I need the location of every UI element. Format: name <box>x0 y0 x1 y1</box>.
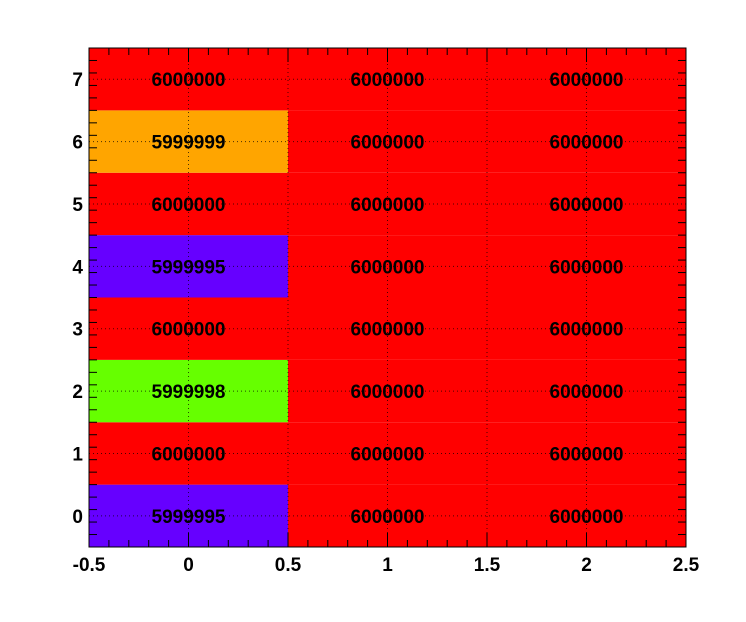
cell-value-label: 6000000 <box>351 444 425 465</box>
cell-value-label: 6000000 <box>351 507 425 528</box>
cell-value-label: 6000000 <box>550 195 624 216</box>
cell-value-label: 6000000 <box>550 257 624 278</box>
cell-value-label: 6000000 <box>351 70 425 91</box>
cell-value-label: 6000000 <box>351 195 425 216</box>
x-axis-tick-label: 0 <box>183 555 194 576</box>
y-axis-tick-label: 2 <box>72 382 83 403</box>
cell-value-label: 5999999 <box>152 133 226 154</box>
x-axis-tick-label: 2 <box>581 555 592 576</box>
x-axis-tick-label: 1 <box>382 555 393 576</box>
cell-value-label: 6000000 <box>152 320 226 341</box>
y-axis-tick-labels: 0 1 2 3 4 5 6 7 <box>72 70 83 528</box>
cell-value-label: 6000000 <box>550 507 624 528</box>
cell-value-label: 6000000 <box>550 320 624 341</box>
x-axis-tick-label: 0.5 <box>275 555 302 576</box>
heatmap-cell <box>487 235 686 298</box>
cell-value-label: 6000000 <box>152 70 226 91</box>
cell-value-label: 6000000 <box>550 70 624 91</box>
cell-value-label: 5999998 <box>152 382 226 403</box>
x-axis-tick-labels: -0.5 0 0.5 1 1.5 2 2.5 <box>73 555 700 576</box>
cell-value-label: 6000000 <box>351 257 425 278</box>
y-axis-tick-label: 1 <box>72 444 83 465</box>
cell-value-label: 6000000 <box>351 133 425 154</box>
cell-value-label: 6000000 <box>550 382 624 403</box>
y-axis-tick-label: 4 <box>72 257 83 278</box>
cell-value-label: 6000000 <box>152 444 226 465</box>
cell-value-label: 6000000 <box>152 195 226 216</box>
y-axis-tick-label: 6 <box>72 133 83 154</box>
y-axis-tick-label: 0 <box>72 507 83 528</box>
x-axis-tick-label: 1.5 <box>474 555 501 576</box>
y-axis-tick-label: 5 <box>72 195 83 216</box>
y-axis-tick-label: 3 <box>72 320 83 341</box>
y-axis-tick-label: 7 <box>72 70 83 91</box>
heatmap-cell <box>89 235 288 298</box>
heatmap-cell <box>487 359 686 423</box>
x-axis-tick-label: 2.5 <box>673 555 700 576</box>
cell-value-label: 6000000 <box>550 444 624 465</box>
axis-ticks <box>88 47 687 548</box>
heatmap-cell <box>89 359 288 423</box>
cell-value-label: 6000000 <box>351 382 425 403</box>
cell-value-label: 6000000 <box>351 320 425 341</box>
cell-value-label: 5999995 <box>152 507 226 528</box>
x-axis-tick-label: -0.5 <box>73 555 106 576</box>
cell-labels: 5999995 6000000 6000000 6000000 6000000 60000… <box>152 70 624 528</box>
cell-value-label: 6000000 <box>550 133 624 154</box>
cell-value-label: 5999995 <box>152 257 226 278</box>
